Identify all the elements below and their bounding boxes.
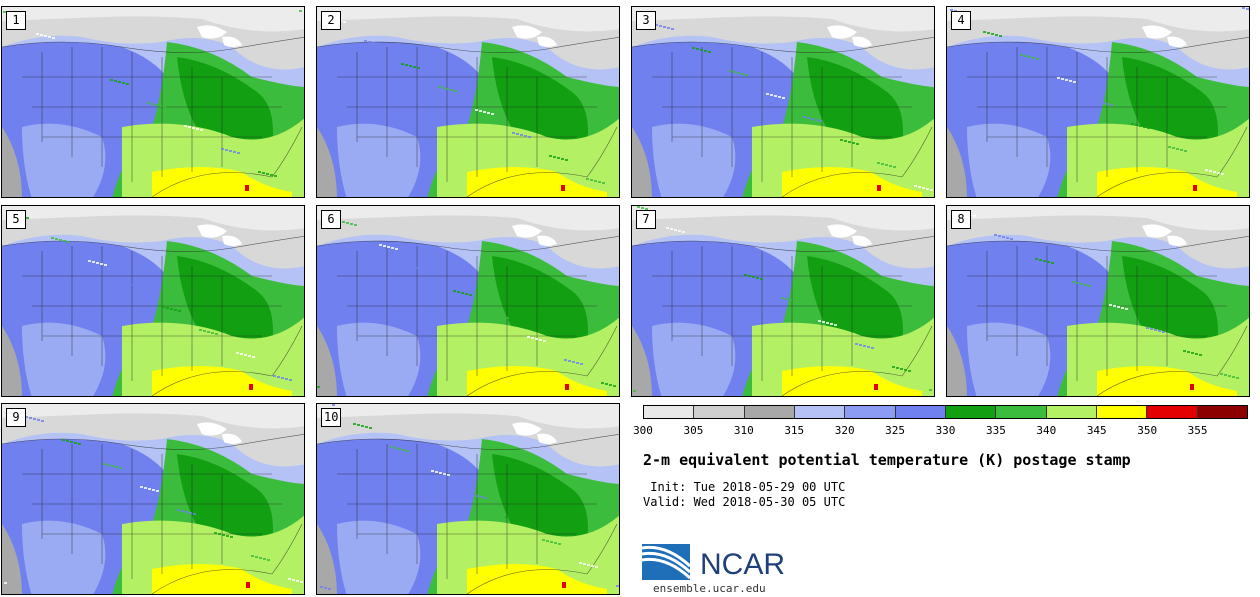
init-time: Init: Tue 2018-05-29 00 UTC (643, 480, 846, 494)
colorbar-tick-label: 300 (633, 424, 653, 437)
map-panel: 5 (1, 205, 305, 397)
colorbar-segment (1046, 406, 1097, 418)
colorbar-segment (744, 406, 795, 418)
colorbar-tick-label: 345 (1086, 424, 1107, 437)
panel-number: 9 (6, 408, 26, 427)
panel-number: 5 (6, 210, 26, 229)
map-panel: 6 (316, 205, 620, 397)
colorbar-segment (1096, 406, 1148, 418)
map-panel: 9 (1, 403, 305, 595)
colorbar-tick-label: 325 (885, 424, 906, 437)
map-panel: 3 (631, 6, 935, 198)
colorbar-segment (895, 406, 946, 418)
colorbar-tick-label: 355 (1187, 424, 1208, 437)
map-panel: 7 (631, 205, 935, 397)
logo-text: NCAR (700, 548, 786, 581)
map-image (947, 206, 1249, 396)
valid-time: Valid: Wed 2018-05-30 05 UTC (643, 495, 846, 509)
colorbar-segment (845, 406, 896, 418)
panel-number: 6 (321, 210, 341, 229)
colorbar-tick-label: 335 (985, 424, 1006, 437)
colorbar-tick-label: 305 (683, 424, 704, 437)
colorbar-segment (1147, 406, 1198, 418)
colorbar-labels: 300 305 310 315 320 325 330 335 340 345 350 355 (633, 424, 1248, 440)
colorbar-tick-label: 340 (1036, 424, 1057, 437)
colorbar-tick-label: 350 (1137, 424, 1158, 437)
colorbar-segment (794, 406, 846, 418)
map-image (2, 404, 304, 594)
colorbar-tick-label: 330 (935, 424, 956, 437)
panel-number: 2 (321, 11, 341, 30)
map-panel: 4 (946, 6, 1250, 198)
map-panel: 8 (946, 205, 1250, 397)
panel-number: 8 (951, 210, 971, 229)
map-image (632, 206, 934, 396)
colorbar-segment (644, 406, 695, 418)
map-image (947, 7, 1249, 197)
website-url: ensemble.ucar.edu (653, 582, 766, 595)
map-image (317, 404, 619, 594)
panel-number: 3 (636, 11, 656, 30)
colorbar-tick-label: 320 (834, 424, 855, 437)
map-image (2, 7, 304, 197)
colorbar-tick-label: 310 (733, 424, 754, 437)
map-panel: 2 (316, 6, 620, 198)
colorbar-segment (694, 406, 745, 418)
map-image (317, 206, 619, 396)
map-panel: 1 (1, 6, 305, 198)
colorbar (643, 405, 1248, 419)
map-panel: 10 (316, 403, 620, 595)
map-image (632, 7, 934, 197)
colorbar-tick-label: 315 (784, 424, 805, 437)
ncar-logo-icon (642, 544, 692, 580)
panel-number: 4 (951, 11, 971, 30)
colorbar-segment (945, 406, 997, 418)
panel-number: 1 (6, 11, 26, 30)
colorbar-segment (996, 406, 1047, 418)
colorbar-segment (1197, 406, 1247, 418)
panel-number: 7 (636, 210, 656, 229)
map-image (317, 7, 619, 197)
figure-title: 2-m equivalent potential temperature (K)… (643, 451, 1131, 469)
map-image (2, 206, 304, 396)
panel-number: 10 (321, 408, 342, 427)
